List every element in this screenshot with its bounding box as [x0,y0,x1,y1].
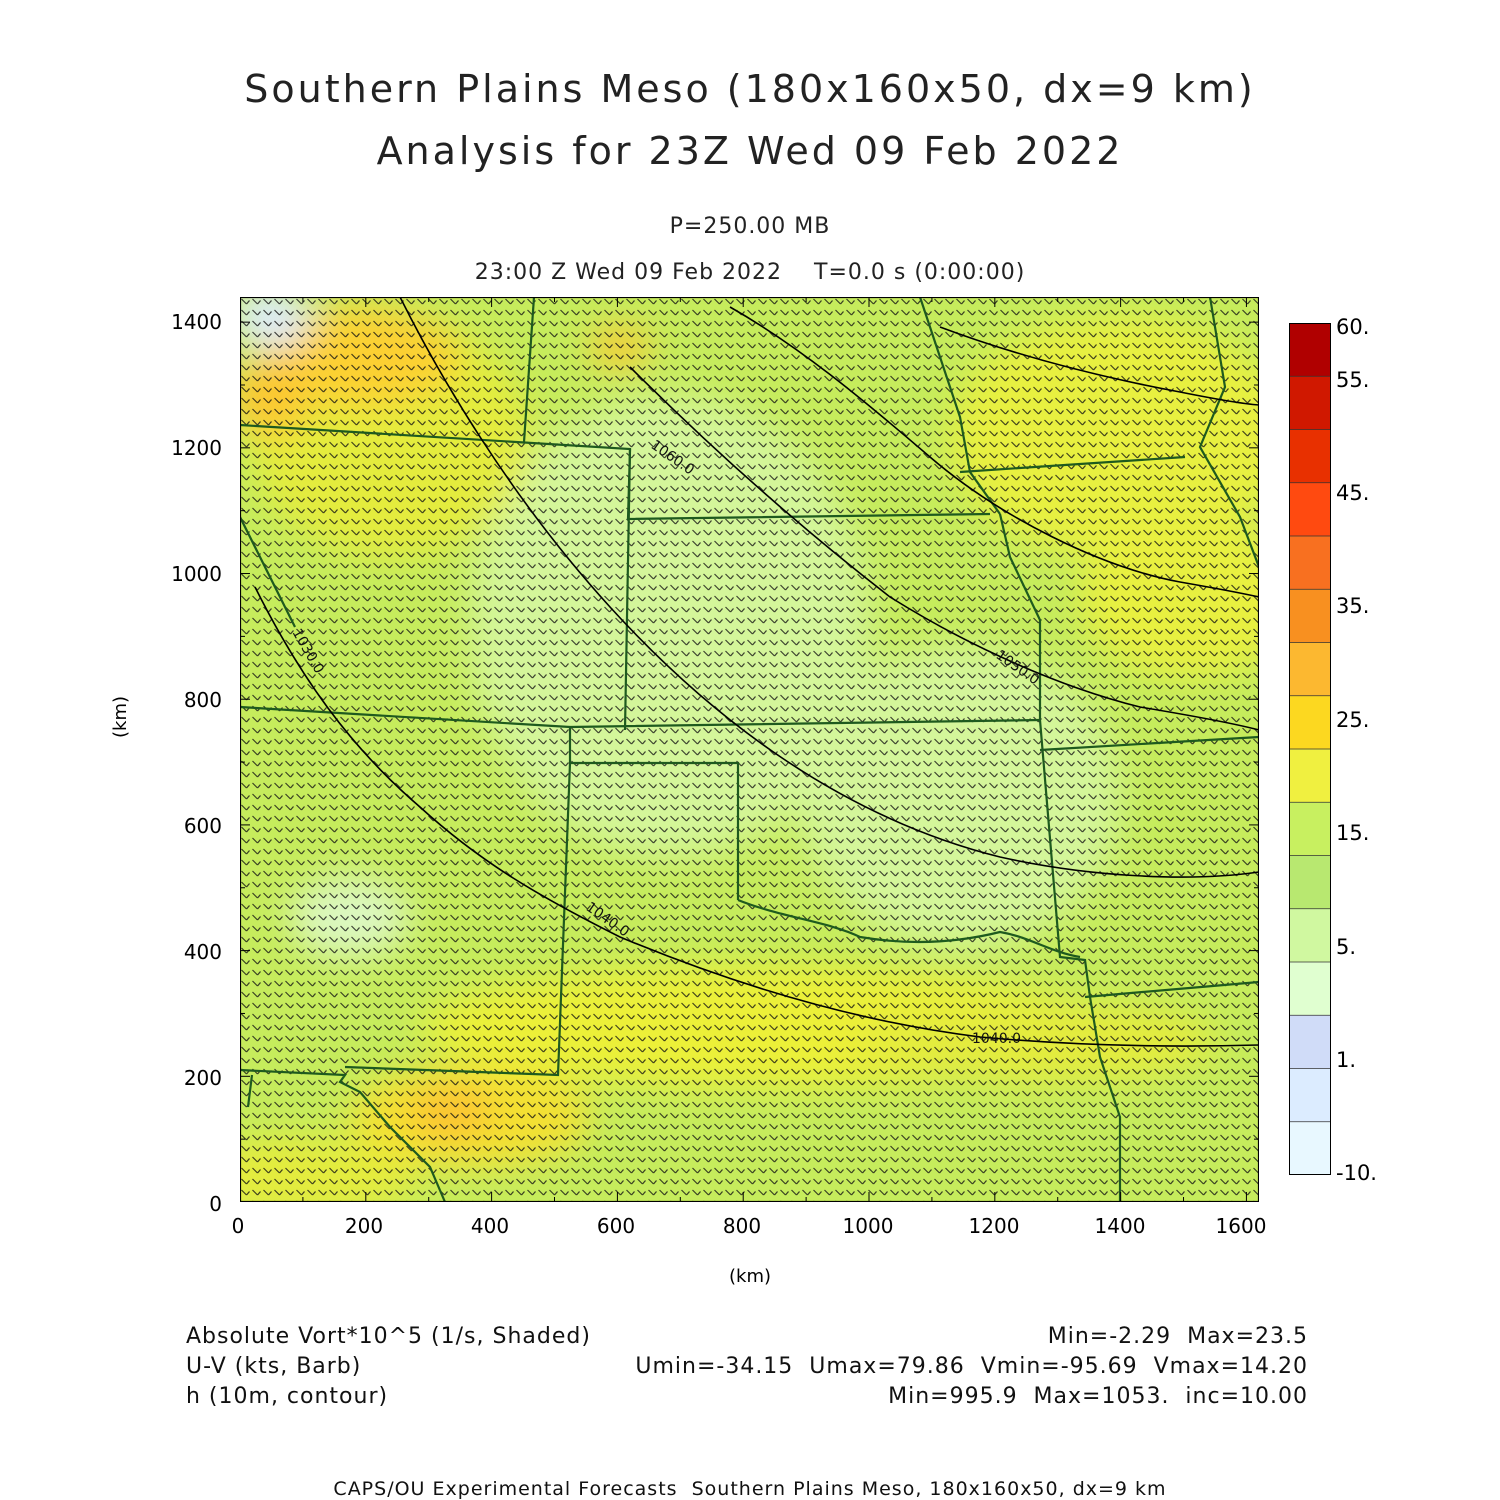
height-legend-stats: Min=995.9 Max=1053. inc=10.00 [888,1384,1308,1409]
colorbar-swatch [1289,323,1331,377]
colorbar-label-55: 55. [1336,368,1370,392]
x-tick-1400: 1400 [1094,1214,1146,1238]
colorbar-label-45: 45. [1336,481,1370,505]
y-tick-1000: 1000 [171,562,222,586]
contour-label-1040-b: 1040.0 [972,1031,1021,1047]
x-tick-200: 200 [344,1214,384,1238]
colorbar-swatch [1289,802,1331,857]
x-tick-1000: 1000 [842,1214,894,1238]
colorbar-swatch [1289,536,1331,590]
height-contours [254,297,1259,1047]
x-tick-1600: 1600 [1215,1214,1267,1238]
colorbar-swatch [1289,749,1331,803]
colorbar-label-5: 5. [1336,935,1357,959]
colorbar-label-neg10: -10. [1336,1161,1377,1185]
height-legend-label: h (10m, contour) [186,1384,389,1409]
colorbar-swatch [1289,642,1331,697]
colorbar-swatch [1289,589,1331,644]
colorbar-label-35: 35. [1336,594,1370,618]
state-boundaries [240,297,1259,1202]
colorbar-swatch [1289,962,1331,1016]
y-tick-200: 200 [183,1066,222,1090]
title-line-1: Southern Plains Meso (180x160x50, dx=9 k… [244,67,1256,111]
wind-barb-field [240,297,1259,1202]
title-line-2: Analysis for 23Z Wed 09 Feb 2022 [376,129,1124,173]
y-tick-600: 600 [183,814,222,838]
colorbar-label-25: 25. [1336,708,1370,732]
colorbar-swatch [1289,695,1331,750]
colorbar-label-1: 1. [1336,1048,1357,1072]
x-tick-800: 800 [722,1214,762,1238]
colorbar-label-15: 15. [1336,821,1370,845]
map-plot: 1060.0 1050.0 1040.0 1040.0 1030.0 [240,297,1259,1202]
colorbar-swatch [1289,376,1331,431]
plot-frame [240,297,1259,1202]
x-tick-400: 400 [470,1214,510,1238]
x-tick-1200: 1200 [968,1214,1020,1238]
y-tick-1400: 1400 [171,310,222,334]
vorticity-legend-label: Absolute Vort*10^5 (1/s, Shaded) [186,1324,591,1349]
y-tick-0: 0 [209,1192,222,1216]
colorbar [1289,323,1331,1175]
y-tick-800: 800 [183,688,222,712]
colorbar-swatch [1289,429,1331,484]
wind-legend-label: U-V (kts, Barb) [186,1354,362,1379]
x-tick-600: 600 [596,1214,636,1238]
colorbar-swatch [1289,1121,1331,1175]
colorbar-swatch [1289,908,1331,963]
colorbar-label-60: 60. [1336,315,1370,339]
y-tick-400: 400 [183,940,222,964]
x-tick-0: 0 [231,1214,245,1238]
colorbar-swatch [1289,855,1331,910]
y-tick-1200: 1200 [171,436,222,460]
valid-time: 23:00 Z Wed 09 Feb 2022 T=0.0 s (0:00:00… [474,260,1026,285]
y-axis-label: (km) [110,695,131,738]
colorbar-frame [1289,323,1331,1175]
footer-credit: CAPS/OU Experimental Forecasts Southern … [333,1478,1167,1500]
colorbar-swatch [1289,1015,1331,1070]
colorbar-swatch [1289,482,1331,537]
wind-legend-stats: Umin=-34.15 Umax=79.86 Vmin=-95.69 Vmax=… [635,1354,1308,1379]
x-axis-label: (km) [729,1266,772,1287]
pressure-level: P=250.00 MB [669,214,831,239]
colorbar-swatch [1289,1068,1331,1123]
vorticity-legend-stats: Min=-2.29 Max=23.5 [1047,1324,1308,1349]
